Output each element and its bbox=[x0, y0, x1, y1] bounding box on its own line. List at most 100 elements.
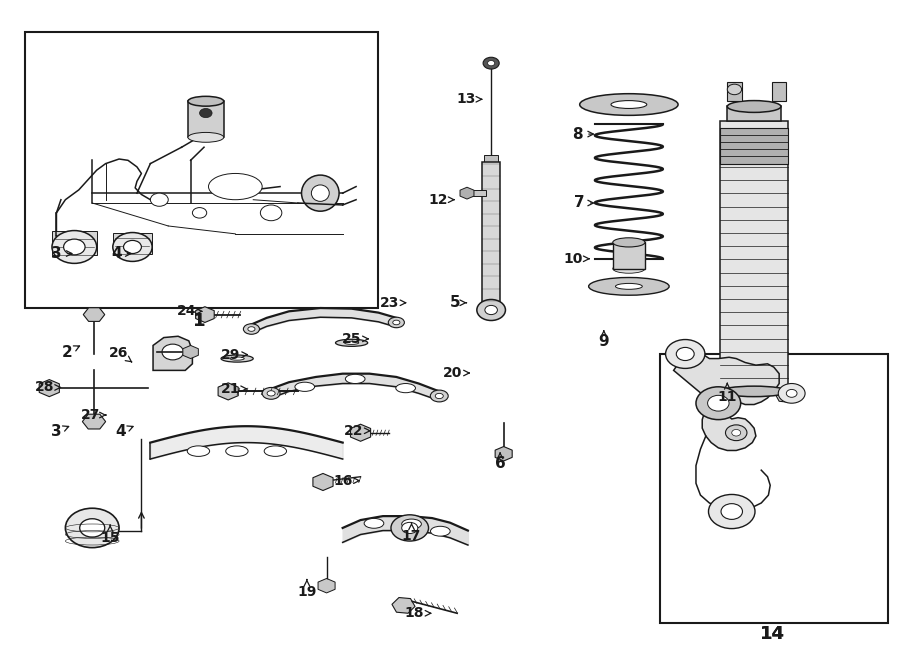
Circle shape bbox=[260, 205, 282, 220]
Text: 23: 23 bbox=[380, 296, 406, 310]
Text: 1: 1 bbox=[194, 312, 206, 330]
Bar bbox=[727, 81, 742, 101]
Circle shape bbox=[66, 508, 119, 547]
Ellipse shape bbox=[188, 97, 224, 106]
Circle shape bbox=[477, 299, 506, 320]
Circle shape bbox=[488, 60, 495, 66]
Circle shape bbox=[200, 109, 212, 118]
Ellipse shape bbox=[311, 185, 329, 201]
Circle shape bbox=[52, 230, 96, 263]
Ellipse shape bbox=[243, 324, 259, 334]
Text: 26: 26 bbox=[110, 346, 131, 362]
Ellipse shape bbox=[221, 355, 253, 362]
Circle shape bbox=[64, 239, 86, 255]
Text: 22: 22 bbox=[344, 424, 370, 438]
Bar bbox=[772, 81, 787, 101]
Text: 13: 13 bbox=[456, 92, 482, 107]
Circle shape bbox=[150, 193, 168, 207]
Polygon shape bbox=[774, 387, 799, 402]
Ellipse shape bbox=[401, 522, 418, 534]
Ellipse shape bbox=[364, 518, 383, 528]
Bar bbox=[25, 32, 378, 308]
Bar bbox=[468, 190, 486, 197]
Circle shape bbox=[112, 232, 152, 261]
Ellipse shape bbox=[401, 519, 421, 529]
Ellipse shape bbox=[616, 283, 643, 289]
Text: 27: 27 bbox=[81, 408, 106, 422]
Ellipse shape bbox=[611, 101, 647, 109]
Ellipse shape bbox=[613, 238, 645, 247]
Bar bbox=[727, 107, 781, 121]
Ellipse shape bbox=[267, 391, 275, 396]
Text: 19: 19 bbox=[297, 580, 317, 599]
Text: 24: 24 bbox=[176, 305, 202, 318]
Ellipse shape bbox=[187, 446, 210, 456]
Ellipse shape bbox=[346, 374, 365, 383]
Text: 18: 18 bbox=[404, 606, 431, 620]
Ellipse shape bbox=[345, 341, 359, 344]
Circle shape bbox=[778, 383, 806, 403]
Circle shape bbox=[787, 389, 797, 397]
Text: 14: 14 bbox=[760, 626, 785, 643]
Ellipse shape bbox=[589, 277, 669, 295]
Bar bbox=[482, 162, 500, 305]
Text: 21: 21 bbox=[221, 382, 247, 396]
Ellipse shape bbox=[209, 173, 262, 200]
Polygon shape bbox=[153, 336, 193, 370]
Ellipse shape bbox=[391, 515, 428, 541]
Circle shape bbox=[483, 57, 500, 69]
Text: 16: 16 bbox=[333, 474, 359, 488]
Circle shape bbox=[123, 240, 141, 254]
Text: 10: 10 bbox=[563, 252, 590, 265]
Ellipse shape bbox=[580, 94, 678, 115]
Bar bbox=[188, 101, 224, 137]
Circle shape bbox=[725, 425, 747, 441]
Text: 11: 11 bbox=[717, 383, 737, 404]
Ellipse shape bbox=[392, 320, 400, 325]
Text: 1: 1 bbox=[194, 312, 206, 330]
Ellipse shape bbox=[302, 175, 339, 211]
Text: 4: 4 bbox=[111, 246, 131, 261]
Ellipse shape bbox=[430, 526, 450, 536]
Bar bbox=[52, 230, 96, 255]
Text: 12: 12 bbox=[428, 193, 454, 207]
Circle shape bbox=[193, 208, 207, 218]
Circle shape bbox=[162, 344, 184, 360]
Ellipse shape bbox=[230, 357, 244, 360]
Bar bbox=[613, 242, 645, 269]
Text: 20: 20 bbox=[443, 366, 469, 380]
Circle shape bbox=[696, 387, 741, 420]
Circle shape bbox=[80, 519, 104, 537]
Text: 15: 15 bbox=[101, 525, 120, 545]
Circle shape bbox=[707, 395, 729, 411]
Ellipse shape bbox=[336, 339, 368, 346]
Text: 3: 3 bbox=[51, 246, 72, 261]
Text: 14: 14 bbox=[760, 626, 785, 643]
Text: 6: 6 bbox=[495, 453, 506, 471]
Text: 29: 29 bbox=[221, 348, 248, 361]
Text: 3: 3 bbox=[51, 424, 68, 439]
Polygon shape bbox=[673, 352, 779, 450]
Ellipse shape bbox=[727, 101, 781, 113]
Ellipse shape bbox=[188, 132, 224, 142]
Ellipse shape bbox=[720, 386, 788, 397]
Ellipse shape bbox=[613, 264, 645, 273]
Text: 5: 5 bbox=[450, 295, 466, 310]
Text: 2: 2 bbox=[62, 344, 79, 359]
Bar bbox=[720, 128, 788, 164]
Bar bbox=[484, 155, 499, 167]
Ellipse shape bbox=[430, 390, 448, 402]
Text: 7: 7 bbox=[574, 195, 593, 211]
Text: 9: 9 bbox=[598, 331, 609, 349]
Ellipse shape bbox=[265, 446, 286, 456]
Circle shape bbox=[666, 340, 705, 369]
Text: 28: 28 bbox=[35, 381, 60, 395]
Ellipse shape bbox=[262, 387, 280, 399]
Bar bbox=[112, 232, 152, 254]
Circle shape bbox=[721, 504, 742, 520]
Bar bbox=[661, 354, 888, 623]
Circle shape bbox=[732, 430, 741, 436]
Ellipse shape bbox=[226, 446, 248, 456]
Ellipse shape bbox=[396, 383, 416, 393]
Circle shape bbox=[485, 305, 498, 314]
